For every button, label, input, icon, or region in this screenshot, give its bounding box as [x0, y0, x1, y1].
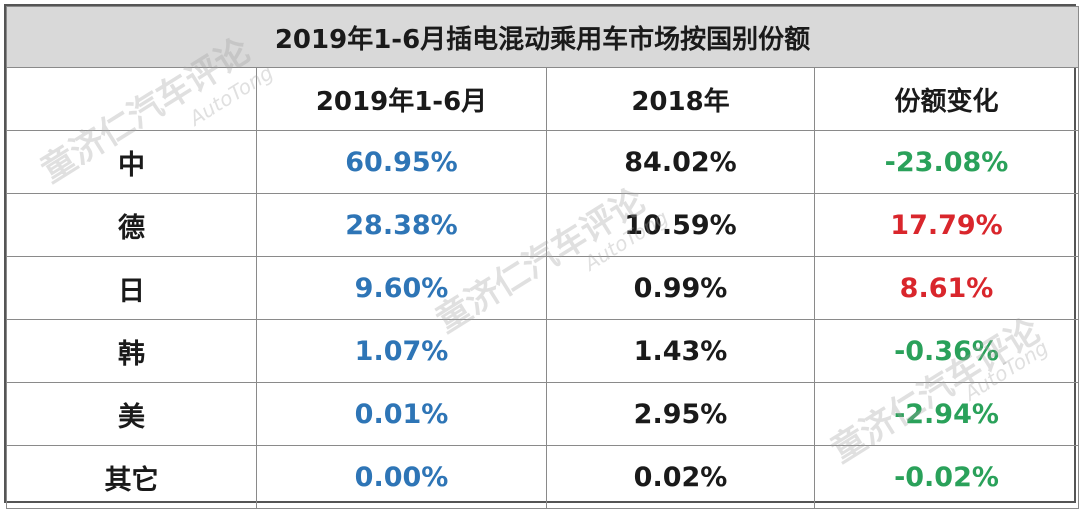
table-row: 德 28.38% 10.59% 17.79%	[6, 193, 1080, 257]
country-cell: 韩	[6, 319, 257, 383]
value-2018-cell: 0.99%	[546, 256, 815, 320]
share-table-frame: 2019年1-6月插电混动乘用车市场按国别份额 2019年1-6月 2018年 …	[4, 4, 1080, 509]
value-2018-cell: 2.95%	[546, 382, 815, 446]
change-cell: -23.08%	[813, 130, 1080, 194]
table-row: 韩 1.07% 1.43% -0.36%	[6, 319, 1080, 383]
country-cell: 日	[6, 256, 257, 320]
value-2018-cell: 0.02%	[546, 445, 815, 509]
value-2018-cell: 10.59%	[546, 193, 815, 257]
header-2019: 2019年1-6月	[256, 67, 547, 131]
change-cell: -0.36%	[813, 319, 1080, 383]
value-2019-cell: 1.07%	[256, 319, 547, 383]
value-2019-cell: 28.38%	[256, 193, 547, 257]
table-row: 中 60.95% 84.02% -23.08%	[6, 130, 1080, 194]
title-row: 2019年1-6月插电混动乘用车市场按国别份额	[5, 6, 1080, 68]
change-cell: -0.02%	[813, 445, 1080, 509]
value-2019-cell: 9.60%	[256, 256, 547, 320]
value-2019-cell: 0.00%	[256, 445, 547, 509]
country-cell: 其它	[6, 445, 257, 509]
header-row: 2019年1-6月 2018年 份额变化	[6, 67, 1080, 131]
value-2018-cell: 1.43%	[546, 319, 815, 383]
table-row: 美 0.01% 2.95% -2.94%	[6, 382, 1080, 446]
value-2018-cell: 84.02%	[546, 130, 815, 194]
country-cell: 中	[6, 130, 257, 194]
change-cell: 8.61%	[813, 256, 1080, 320]
header-change: 份额变化	[813, 67, 1080, 131]
country-cell: 德	[6, 193, 257, 257]
change-cell: -2.94%	[813, 382, 1080, 446]
country-cell: 美	[6, 382, 257, 446]
change-cell: 17.79%	[813, 193, 1080, 257]
header-country	[6, 67, 257, 131]
table-row: 日 9.60% 0.99% 8.61%	[6, 256, 1080, 320]
table-title: 2019年1-6月插电混动乘用车市场按国别份额	[5, 6, 1080, 68]
value-2019-cell: 0.01%	[256, 382, 547, 446]
value-2019-cell: 60.95%	[256, 130, 547, 194]
table-row: 其它 0.00% 0.02% -0.02%	[6, 445, 1080, 509]
market-share-table: 2019年1-6月插电混动乘用车市场按国别份额 2019年1-6月 2018年 …	[5, 6, 1080, 509]
header-2018: 2018年	[546, 67, 815, 131]
